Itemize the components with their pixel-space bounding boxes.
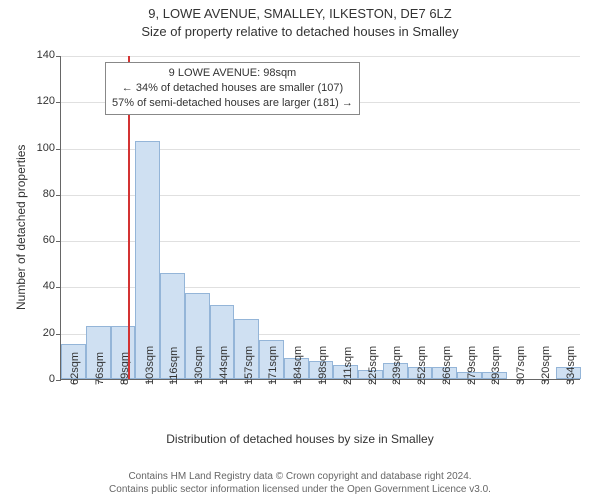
x-tick-label: 266sqm [439,346,453,385]
y-tick-label: 100 [37,142,61,154]
x-tick-label: 239sqm [389,346,403,385]
x-tick-label: 103sqm [142,346,156,385]
x-axis-label: Distribution of detached houses by size … [0,432,600,446]
y-tick-label: 0 [49,373,61,385]
x-tick-label: 184sqm [290,346,304,385]
histogram-bar [135,141,160,379]
x-tick-label: 279sqm [464,346,478,385]
y-tick-label: 140 [37,49,61,61]
y-axis-label: Number of detached properties [14,145,28,310]
x-tick-label: 334sqm [563,346,577,385]
x-tick-label: 116sqm [166,347,180,385]
y-tick-label: 40 [43,280,61,292]
x-tick-label: 171sqm [265,346,279,385]
annotation-line: 57% of semi-detached houses are larger (… [112,96,353,111]
x-tick-label: 76sqm [92,352,106,385]
x-tick-label: 320sqm [538,346,552,385]
footer-line: Contains HM Land Registry data © Crown c… [0,470,600,483]
annotation-box: 9 LOWE AVENUE: 98sqm ← 34% of detached h… [105,62,360,115]
annotation-line: 9 LOWE AVENUE: 98sqm [112,66,353,81]
x-tick-label: 225sqm [365,346,379,385]
x-tick-label: 293sqm [488,346,502,385]
chart-title: 9, LOWE AVENUE, SMALLEY, ILKESTON, DE7 6… [0,6,600,21]
x-tick-label: 252sqm [414,346,428,385]
footer-line: Contains public sector information licen… [0,483,600,496]
y-tick-label: 80 [43,188,61,200]
grid-line [61,56,580,57]
x-tick-label: 62sqm [67,352,81,385]
x-tick-label: 144sqm [216,346,230,385]
x-tick-label: 157sqm [241,346,255,385]
annotation-line: ← 34% of detached houses are smaller (10… [112,81,353,96]
x-tick-label: 211sqm [340,347,354,385]
chart-subtitle: Size of property relative to detached ho… [0,24,600,39]
x-tick-label: 198sqm [315,346,329,385]
footer-attribution: Contains HM Land Registry data © Crown c… [0,470,600,496]
y-tick-label: 60 [43,234,61,246]
x-tick-label: 130sqm [191,346,205,385]
x-tick-label: 307sqm [513,346,527,385]
y-tick-label: 120 [37,95,61,107]
y-tick-label: 20 [43,327,61,339]
